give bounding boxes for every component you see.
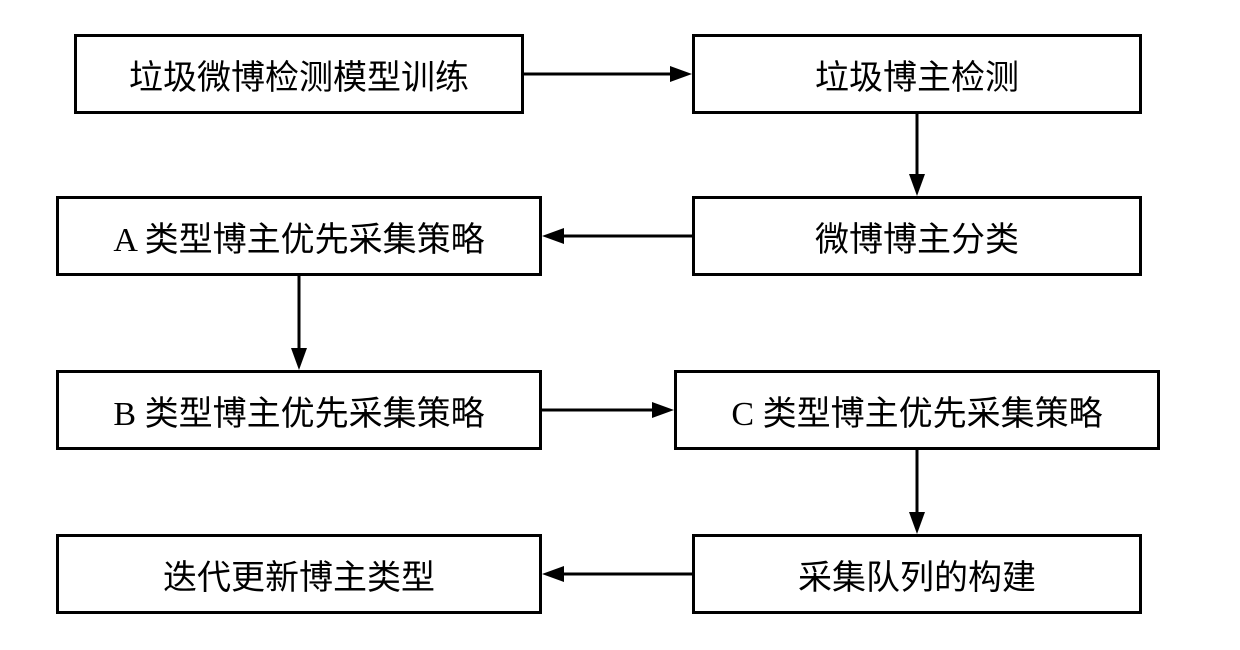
node-type-b-strategy: B 类型博主优先采集策略	[56, 370, 542, 450]
node-label: 采集队列的构建	[798, 550, 1036, 599]
node-type-c-strategy: C 类型博主优先采集策略	[674, 370, 1160, 450]
node-label: C 类型博主优先采集策略	[731, 386, 1102, 435]
node-label: A 类型博主优先采集策略	[113, 212, 484, 261]
node-spam-blogger-detection: 垃圾博主检测	[692, 34, 1142, 114]
node-label: 微博博主分类	[815, 212, 1019, 261]
node-label: 垃圾博主检测	[815, 50, 1019, 99]
node-weibo-blogger-classify: 微博博主分类	[692, 196, 1142, 276]
node-label: 垃圾微博检测模型训练	[129, 50, 469, 99]
node-label: 迭代更新博主类型	[163, 550, 435, 599]
node-label: B 类型博主优先采集策略	[113, 386, 484, 435]
flowchart-canvas: 垃圾微博检测模型训练 垃圾博主检测 A 类型博主优先采集策略 微博博主分类 B …	[0, 0, 1240, 650]
node-type-a-strategy: A 类型博主优先采集策略	[56, 196, 542, 276]
node-iterative-update: 迭代更新博主类型	[56, 534, 542, 614]
node-queue-construction: 采集队列的构建	[692, 534, 1142, 614]
node-spam-weibo-model-training: 垃圾微博检测模型训练	[74, 34, 524, 114]
